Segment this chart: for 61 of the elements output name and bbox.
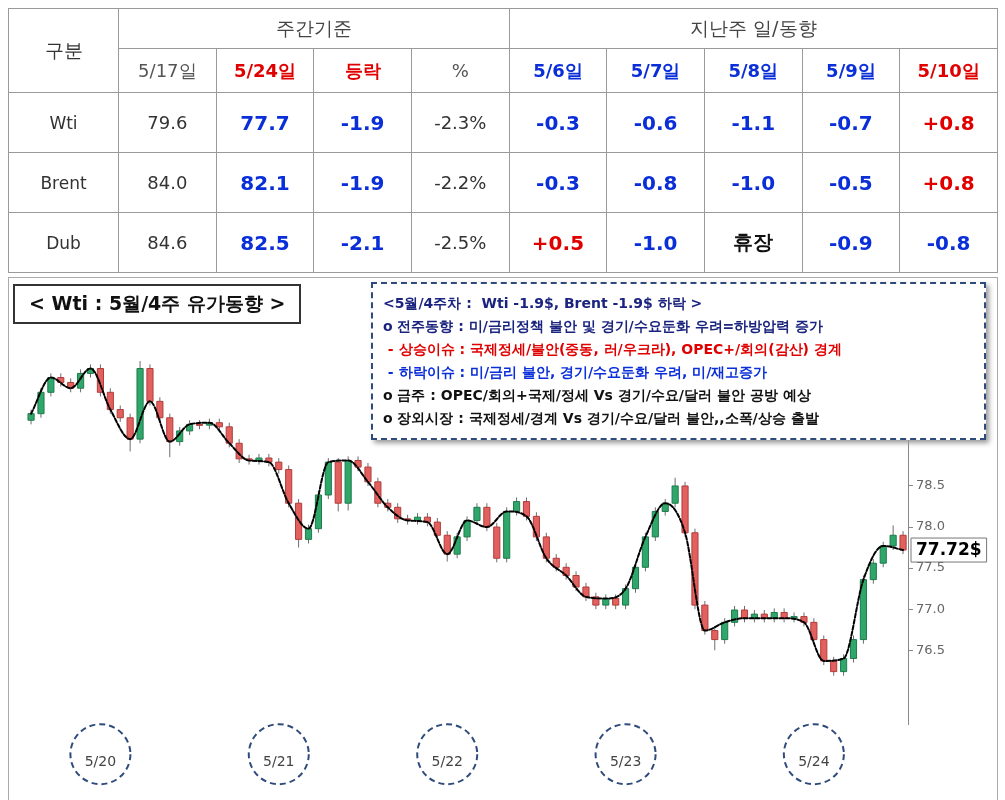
category-label: Dub [46, 232, 81, 253]
text: -0.6 [633, 110, 678, 135]
category-label: 5/24일 [216, 48, 314, 93]
text: 79.6 [147, 112, 188, 133]
text: +0.8 [922, 110, 975, 135]
text: -0.5 [829, 170, 873, 195]
text: -2.2% [434, 172, 487, 193]
text: -1.0 [731, 170, 776, 195]
text: -2.5% [434, 232, 487, 253]
text: -0.3 [536, 170, 580, 195]
annotation: o 전주동향 : 미/금리정책 불안 및 경기/수요둔화 우려=하방압력 증가 [383, 317, 825, 336]
annotation: o 금주 : OPEC/회의+국제/정세 Vs 경기/수요/달러 불안 공방 예상 [383, 386, 812, 405]
category-label: Brent [40, 172, 87, 193]
text: 84.0 [147, 172, 188, 193]
text: 주간기준 [118, 8, 510, 49]
text: 구분 [8, 8, 119, 93]
text: 82.1 [240, 170, 290, 195]
y-tick-label: 78.0 [916, 518, 945, 534]
x-tick-label: 5/24 [798, 753, 830, 770]
text: -0.8 [926, 230, 971, 255]
text: 82.5 [240, 230, 290, 255]
text: 77.7 [240, 110, 290, 135]
category-label: 등락 [313, 48, 412, 93]
y-tick-label: 77.0 [916, 600, 945, 616]
category-label: % [411, 48, 510, 93]
text: 휴장 [733, 230, 774, 254]
text: 지난주 일/동향 [509, 8, 998, 49]
text: -0.7 [829, 110, 873, 135]
text: +0.8 [922, 170, 975, 195]
annotation: - 하락이슈 : 미/금리 불안, 경기/수요둔화 우려, 미/재고증가 [386, 363, 769, 382]
category-label: 5/10일 [899, 48, 998, 93]
text: -0.3 [536, 110, 580, 135]
y-tick-label: 76.5 [916, 641, 945, 657]
annotation: o 장외시장 : 국제정세/경계 Vs 경기/수요/달러 불안,,소폭/상승 출발 [383, 409, 820, 428]
x-tick-label: 5/21 [263, 753, 295, 770]
candlestick [800, 611, 808, 627]
category-label: 5/9일 [802, 48, 900, 93]
category-label: 5/6일 [509, 48, 607, 93]
text: -1.0 [633, 230, 678, 255]
category-label: 5/7일 [606, 48, 705, 93]
text: -0.9 [829, 230, 873, 255]
category-label: 5/17일 [118, 48, 217, 93]
text: 77.72$ [916, 539, 982, 560]
annotation: <5월/4주차 : Wti -1.9$, Brent -1.9$ 하락 > [383, 294, 704, 313]
text: -0.8 [633, 170, 678, 195]
category-label: 5/8일 [704, 48, 803, 93]
text: -2.1 [340, 230, 385, 255]
chart-title: < Wti : 5월/4주 유가동향 > [13, 284, 302, 324]
text: -1.9 [340, 110, 385, 135]
text: -2.3% [434, 112, 487, 133]
y-tick-label: 78.5 [916, 477, 945, 493]
text: -1.9 [340, 170, 385, 195]
annotation: - 상승이슈 : 국제정세/불안(중동, 러/우크라), OPEC+/회의(감산) 경계 [386, 340, 843, 359]
x-tick-label: 5/23 [609, 753, 642, 770]
x-tick-label: 5/20 [84, 753, 117, 770]
y-tick-label: 77.5 [916, 559, 945, 575]
category-label: Wti [49, 112, 78, 133]
text: -1.1 [731, 110, 776, 135]
text: +0.5 [531, 230, 585, 255]
text: 84.6 [147, 232, 188, 253]
x-tick-label: 5/22 [431, 753, 463, 770]
